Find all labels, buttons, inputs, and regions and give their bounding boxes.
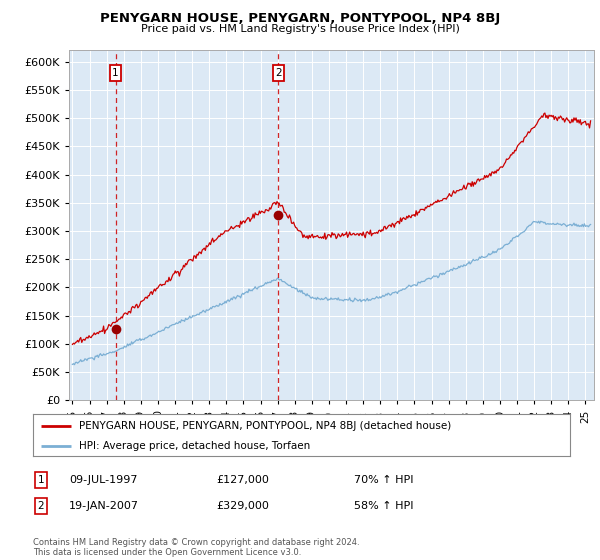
Text: 70% ↑ HPI: 70% ↑ HPI: [354, 475, 413, 485]
Text: 19-JAN-2007: 19-JAN-2007: [69, 501, 139, 511]
Text: Contains HM Land Registry data © Crown copyright and database right 2024.
This d: Contains HM Land Registry data © Crown c…: [33, 538, 359, 557]
Text: 2: 2: [37, 501, 44, 511]
Text: Price paid vs. HM Land Registry's House Price Index (HPI): Price paid vs. HM Land Registry's House …: [140, 24, 460, 34]
Text: £127,000: £127,000: [216, 475, 269, 485]
Text: 09-JUL-1997: 09-JUL-1997: [69, 475, 137, 485]
Text: 1: 1: [112, 68, 119, 78]
Text: £329,000: £329,000: [216, 501, 269, 511]
Text: 2: 2: [275, 68, 282, 78]
Text: 58% ↑ HPI: 58% ↑ HPI: [354, 501, 413, 511]
Text: 1: 1: [37, 475, 44, 485]
Text: PENYGARN HOUSE, PENYGARN, PONTYPOOL, NP4 8BJ (detached house): PENYGARN HOUSE, PENYGARN, PONTYPOOL, NP4…: [79, 421, 451, 431]
Text: HPI: Average price, detached house, Torfaen: HPI: Average price, detached house, Torf…: [79, 441, 310, 451]
Text: PENYGARN HOUSE, PENYGARN, PONTYPOOL, NP4 8BJ: PENYGARN HOUSE, PENYGARN, PONTYPOOL, NP4…: [100, 12, 500, 25]
